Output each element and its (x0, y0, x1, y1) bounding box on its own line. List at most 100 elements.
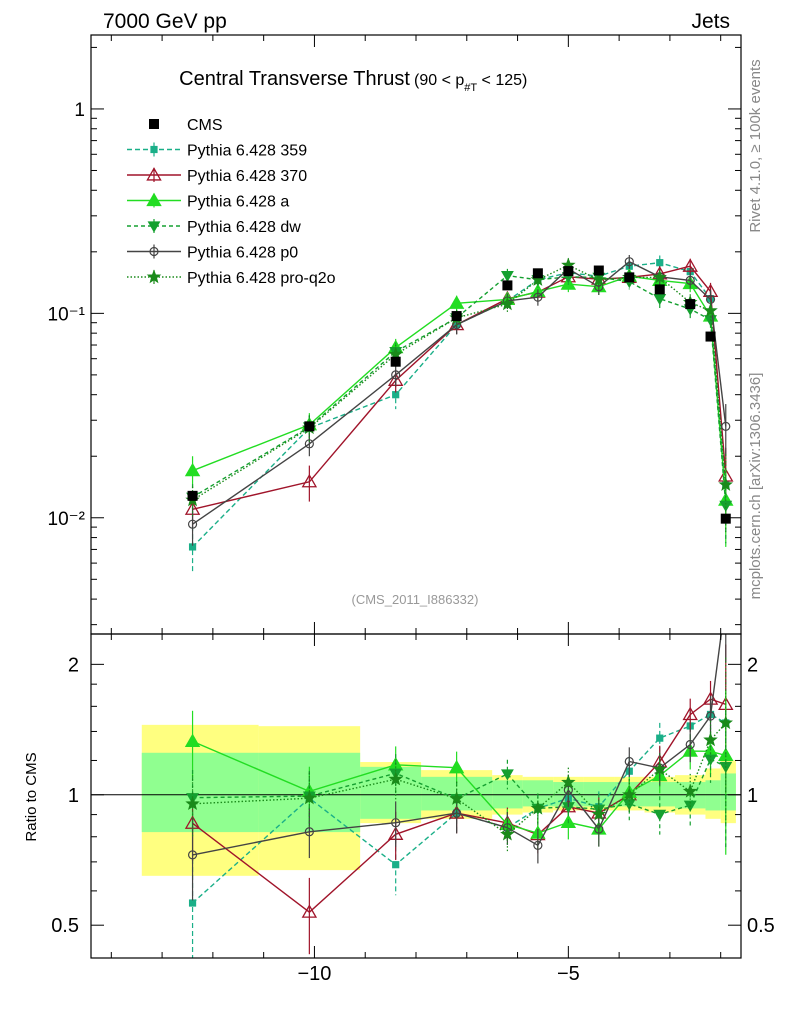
series-0-ratio-point (188, 899, 197, 907)
series-4-point (187, 519, 198, 529)
series-0-point (392, 391, 400, 399)
cms-data-point (187, 490, 198, 501)
series-4-point (721, 421, 731, 431)
series-1-point (301, 473, 318, 488)
cms-data-point (304, 421, 315, 432)
series-5-ratio-point (652, 761, 667, 776)
series-4-ratio-point (685, 739, 695, 750)
band-inner (360, 766, 422, 819)
ratio-panel-series (91, 595, 741, 958)
series-4-ratio-point (391, 818, 401, 828)
series-5-ratio-point (703, 732, 718, 747)
series-1-point (682, 258, 698, 272)
watermark: (CMS_2011_I886332) (352, 592, 479, 607)
series-5-ratio-point (682, 783, 698, 798)
series-5-ratio-point (530, 800, 546, 815)
series-4-ratio-point (533, 840, 543, 850)
cms-data-point (563, 266, 574, 277)
cms-data-point (451, 311, 462, 322)
series-5-ratio-point (185, 796, 200, 811)
series-4-point (624, 257, 634, 267)
series-layer (91, 254, 741, 958)
series-5-ratio-point (718, 715, 733, 730)
series-0-ratio-point (656, 734, 664, 742)
series-4-ratio-point (705, 711, 716, 721)
series-0-point (656, 259, 664, 267)
ratio-y-label: Ratio to CMS (23, 752, 40, 841)
series-5-ratio-point (561, 774, 576, 789)
series-4-point (685, 275, 695, 285)
plot-title: Central Transverse Thrust (179, 68, 410, 90)
ratio-y-tick-label-right: 2 (747, 654, 758, 676)
x-tick-label: −5 (557, 963, 580, 985)
cms-data-point (502, 280, 513, 291)
band-inner (705, 780, 721, 811)
side-label-bottom: mcplots.cern.ch [arXiv:1306.3436] (747, 373, 764, 600)
y-tick-label: 10⁻¹ (48, 304, 86, 325)
series-2-ratio-point (184, 733, 201, 747)
legend-label: Pythia 6.428 a (187, 194, 289, 211)
band-inner (720, 773, 736, 811)
legend-marker (146, 269, 162, 284)
series-4-ratio-point (187, 850, 198, 860)
y-tick-label: 1 (74, 100, 85, 121)
ratio-y-tick-label-right: 1 (747, 785, 758, 807)
series-2-line (192, 275, 727, 501)
cms-data-point (390, 356, 401, 367)
side-label-top: Rivet 4.1.0, ≥ 100k events (747, 59, 764, 232)
main-panel-series (184, 254, 734, 575)
series-3-ratio-point (653, 809, 667, 822)
header-left: 7000 GeV pp (103, 10, 227, 33)
series-5-ratio-point (500, 826, 515, 841)
series-1-ratio-point (682, 706, 698, 721)
series-3-point (653, 294, 667, 306)
series-4-ratio-point (624, 756, 634, 767)
cms-data-point (654, 284, 665, 295)
cms-data-point (705, 331, 716, 342)
plot-title-suffix: (90 < p#T < 125) (414, 72, 527, 94)
ratio-y-tick-label-left: 1 (68, 785, 79, 807)
x-tick-label: −10 (297, 963, 331, 985)
series-0-ratio-point (392, 861, 400, 869)
cms-data-point (720, 513, 731, 524)
series-5-point (652, 269, 667, 284)
ratio-y-tick-label-left: 2 (68, 654, 79, 676)
series-4-point (533, 292, 543, 302)
legend-label: Pythia 6.428 370 (187, 168, 307, 185)
cms-data-point (624, 272, 635, 283)
series-3-point (719, 500, 733, 512)
series-2-ratio-point (448, 759, 465, 774)
series-1-ratio-point (301, 904, 318, 918)
legend-label: Pythia 6.428 359 (187, 143, 307, 160)
series-4-ratio-point (304, 827, 314, 837)
cms-data-point (593, 265, 604, 276)
legend-marker (146, 167, 162, 181)
series-5-ratio-point (388, 771, 403, 786)
series-3-ratio-point (500, 769, 514, 781)
legend: CMS Pythia 6.428 359 Pythia 6.428 370 Pythi… (127, 117, 336, 287)
series-4-ratio-point (722, 595, 730, 603)
series-5-point (718, 477, 733, 491)
legend-cms-label: CMS (187, 117, 223, 134)
axes-layer: −10 −5 1 10⁻¹ 10⁻² 2 2 1 1 0.5 0.5 (48, 34, 775, 985)
legend-label: Pythia 6.428 pro-q2o (187, 270, 336, 287)
cms-data-point (532, 268, 543, 279)
legend-label: Pythia 6.428 dw (187, 219, 301, 236)
series-4-ratio-point (594, 824, 604, 834)
series-5-ratio-point (449, 791, 464, 805)
series-3-point (500, 270, 514, 283)
ratio-y-tick-label-left: 0.5 (51, 915, 79, 937)
legend-marker (146, 192, 162, 207)
series-5-ratio-point (591, 806, 607, 821)
series-5-point (500, 296, 515, 311)
legend-marker (150, 145, 158, 154)
series-5-point (591, 272, 607, 286)
series-4-point (304, 439, 314, 449)
series-5-ratio-point (622, 787, 637, 801)
series-2-point (184, 462, 201, 477)
series-3-line (192, 274, 727, 506)
y-tick-label: 10⁻² (48, 509, 86, 530)
series-4-point (391, 370, 401, 380)
cms-data-point (685, 299, 696, 310)
